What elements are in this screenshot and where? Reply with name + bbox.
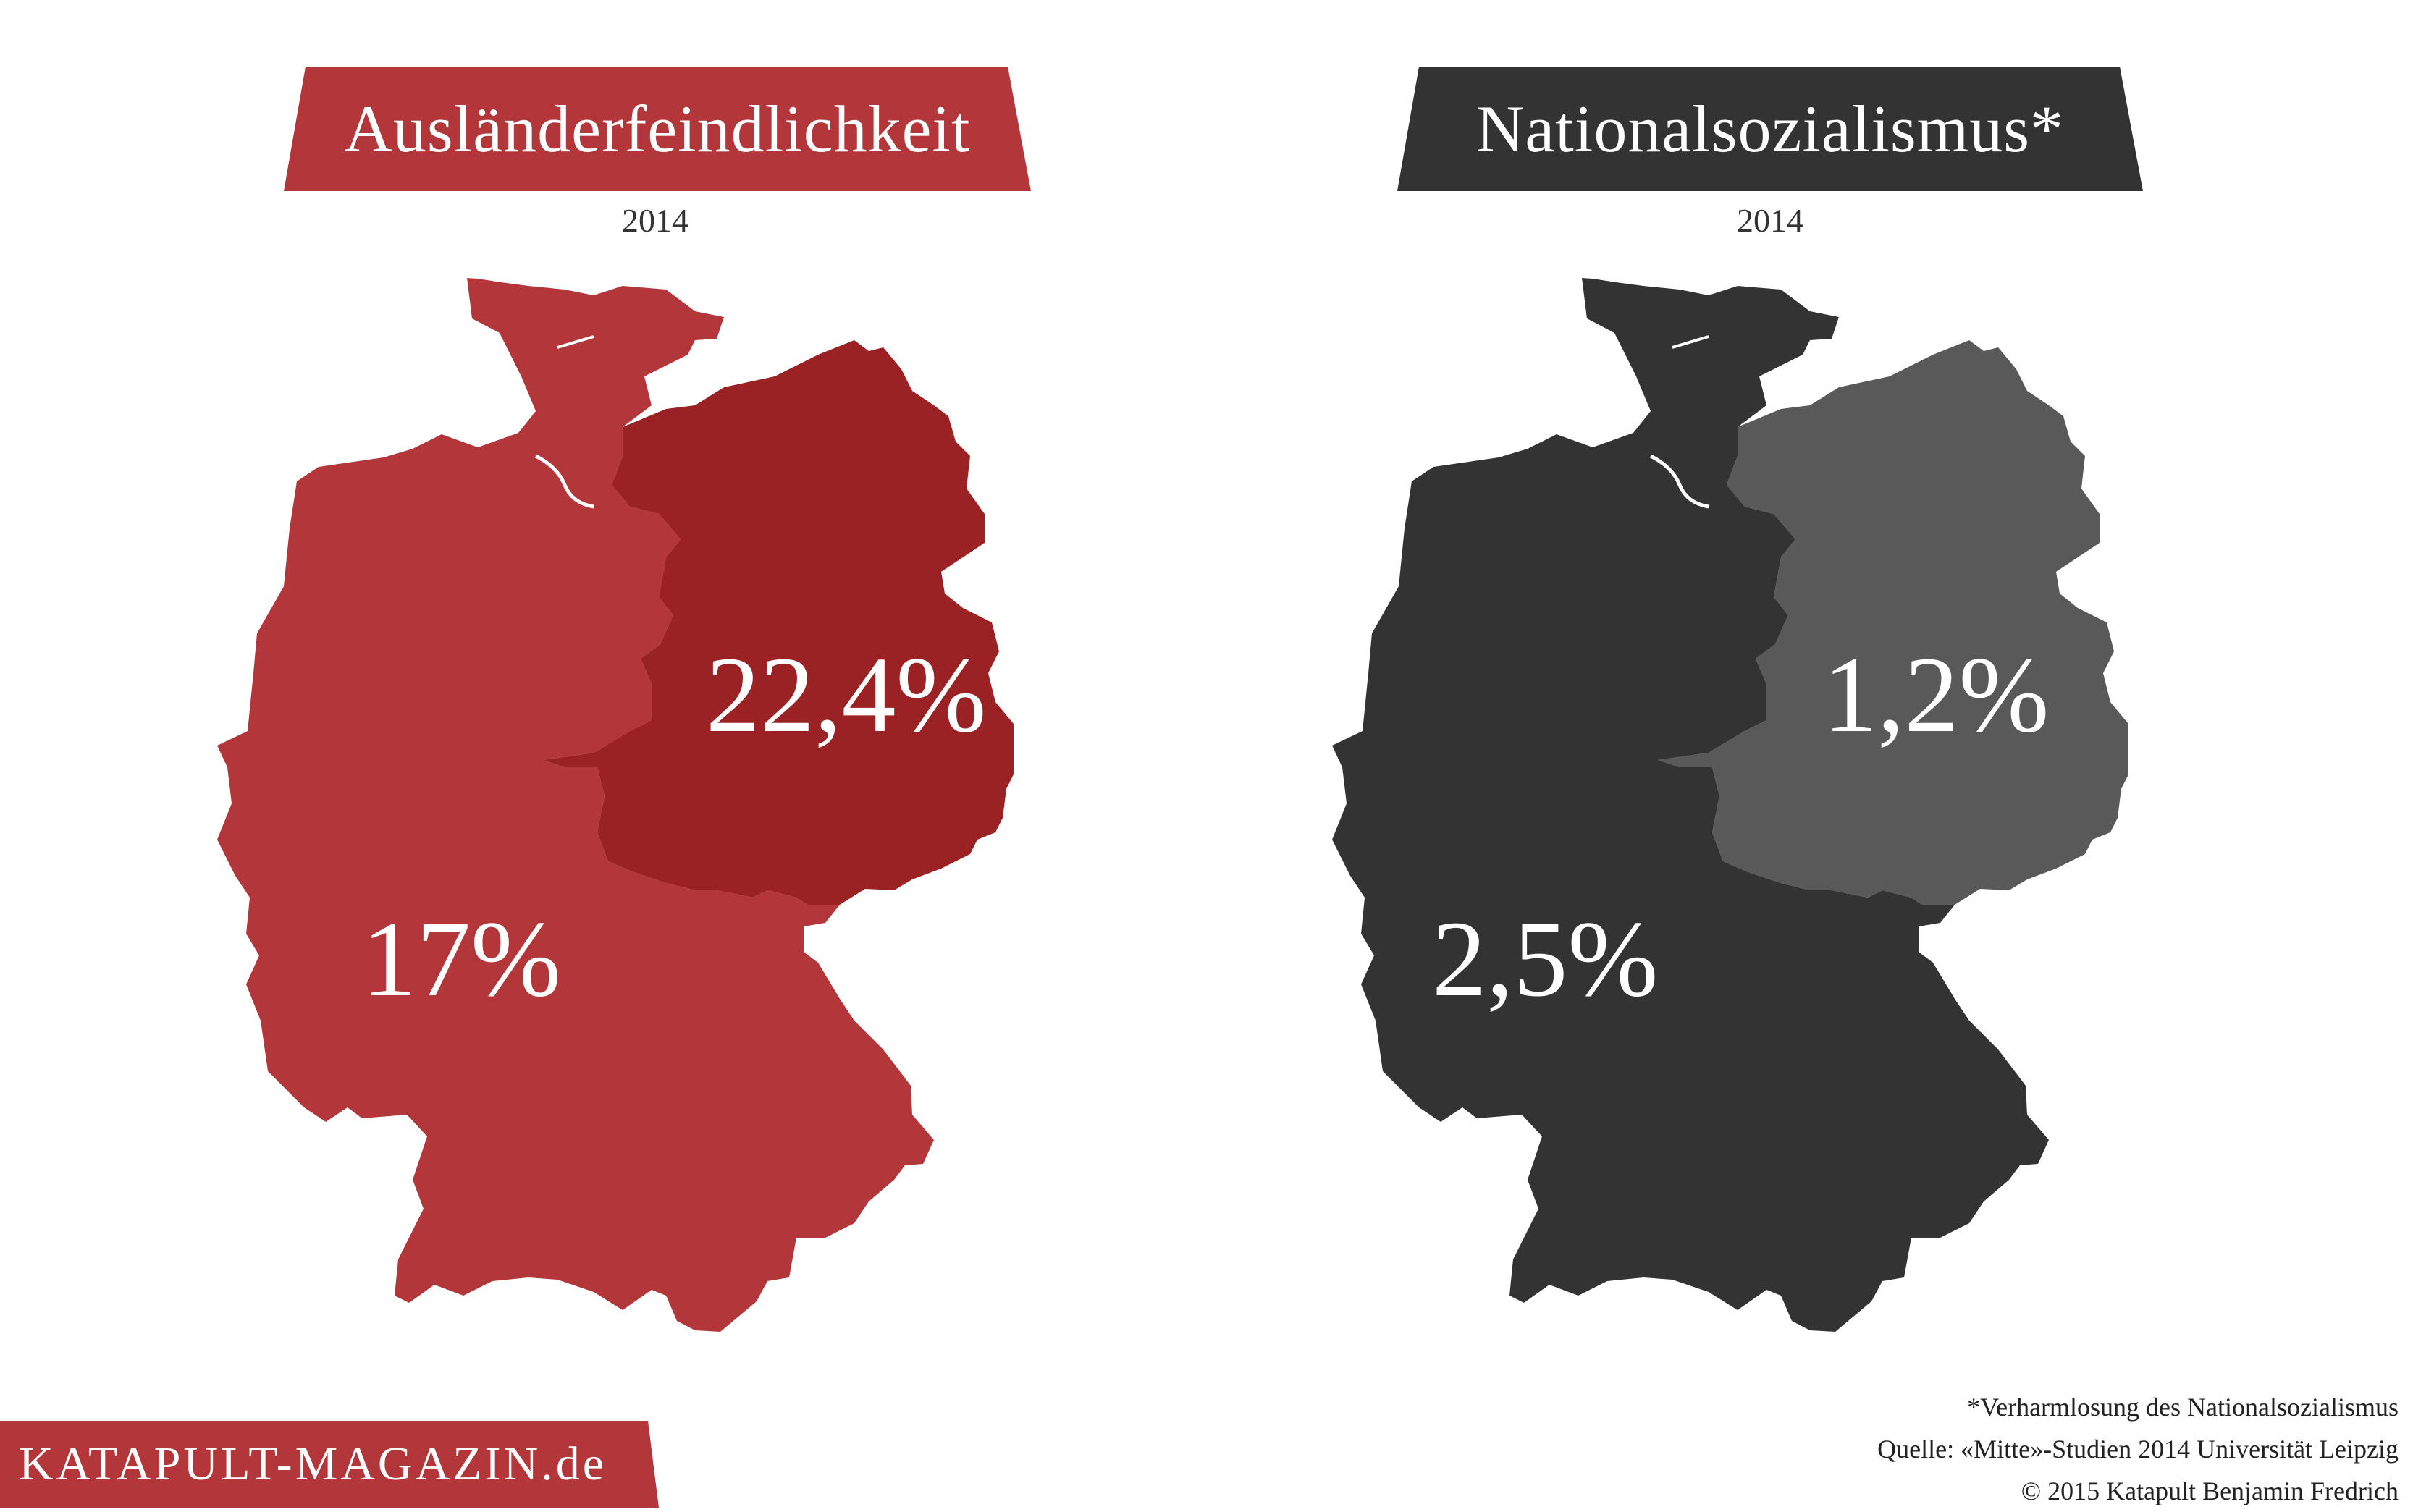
kiel-fjord xyxy=(557,335,594,349)
map-year: 2014 xyxy=(622,202,688,239)
germany-map xyxy=(217,278,1014,1332)
east-germany-region xyxy=(543,340,1014,905)
west-value-label: 2,5% xyxy=(1432,899,1659,1019)
map-title: Nationalsozialismus* xyxy=(1475,92,2065,166)
brand-label[interactable]: KATAPULT-MAGAZIN.de xyxy=(19,1437,607,1490)
title-banner: Ausländerfeindlichkeit xyxy=(284,67,1031,191)
elbe-river xyxy=(1649,454,1709,509)
west-germany-region xyxy=(217,278,934,1332)
brand-banner[interactable]: KATAPULT-MAGAZIN.de xyxy=(0,1421,659,1508)
kiel-fjord xyxy=(1672,335,1709,349)
map-title: Ausländerfeindlichkeit xyxy=(344,92,971,166)
elbe-river xyxy=(534,454,594,509)
east-value-label: 1,2% xyxy=(1823,635,2050,755)
footnote-definition: *Verharmlosung des Nationalsozialismus xyxy=(1967,1393,2399,1422)
map-panel-auslaenderfeindlichkeit: Ausländerfeindlichkeit 2014 22,4% 17% xyxy=(0,0,1206,1397)
east-value-label: 22,4% xyxy=(706,635,987,755)
germany-map xyxy=(1332,278,2128,1332)
source-note: Quelle: «Mitte»-Studien 2014 Universität… xyxy=(1877,1435,2399,1464)
footnotes: *Verharmlosung des Nationalsozialismus Q… xyxy=(1877,1386,2399,1512)
map-panel-nationalsozialismus: Nationalsozialismus* 2014 1,2% 2,5% xyxy=(1086,0,2292,1397)
west-germany-region xyxy=(1332,278,2049,1332)
east-germany-region xyxy=(1658,340,2128,905)
copyright-note: © 2015 Katapult Benjamin Fredrich xyxy=(2021,1477,2399,1505)
title-banner: Nationalsozialismus* xyxy=(1397,67,2143,191)
west-value-label: 17% xyxy=(362,899,561,1019)
map-year: 2014 xyxy=(1737,202,1803,239)
